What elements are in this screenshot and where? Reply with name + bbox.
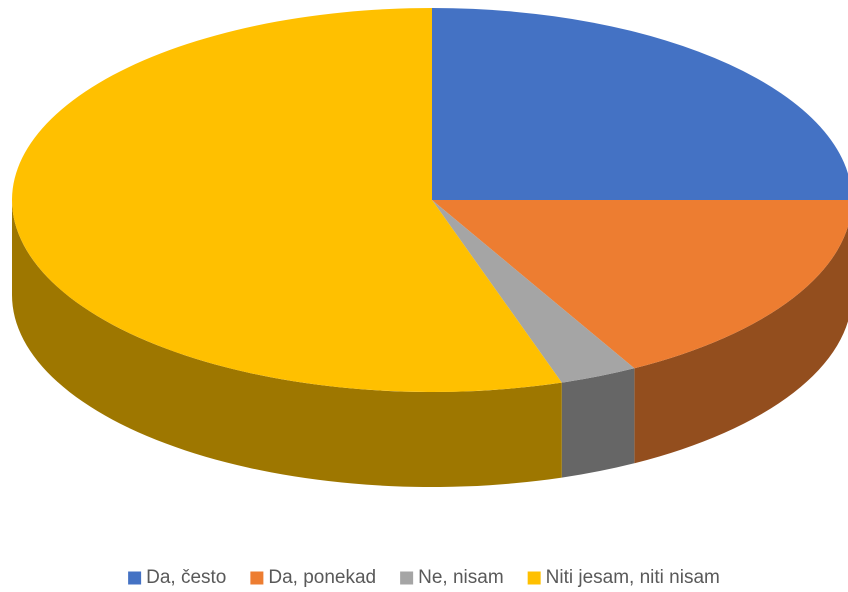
- slice-side: [634, 226, 848, 464]
- legend-label: Niti jesam, niti nisam: [546, 567, 720, 588]
- legend-label: Ne, nisam: [418, 567, 504, 588]
- legend-label: Da, često: [146, 567, 226, 588]
- slice-side: [12, 200, 562, 487]
- legend-label: Da, ponekad: [268, 567, 376, 588]
- legend-swatch: [400, 571, 414, 585]
- legend-swatch: [128, 571, 142, 585]
- slice-side: [561, 368, 635, 478]
- slice: [432, 200, 635, 383]
- legend: Da, često Da, ponekad Ne, nisam Niti jesam,…: [128, 567, 720, 588]
- slice: [12, 8, 562, 392]
- slice: [432, 200, 848, 369]
- legend-swatch: [527, 571, 541, 585]
- slice: [432, 8, 848, 200]
- legend-swatch: [250, 571, 264, 585]
